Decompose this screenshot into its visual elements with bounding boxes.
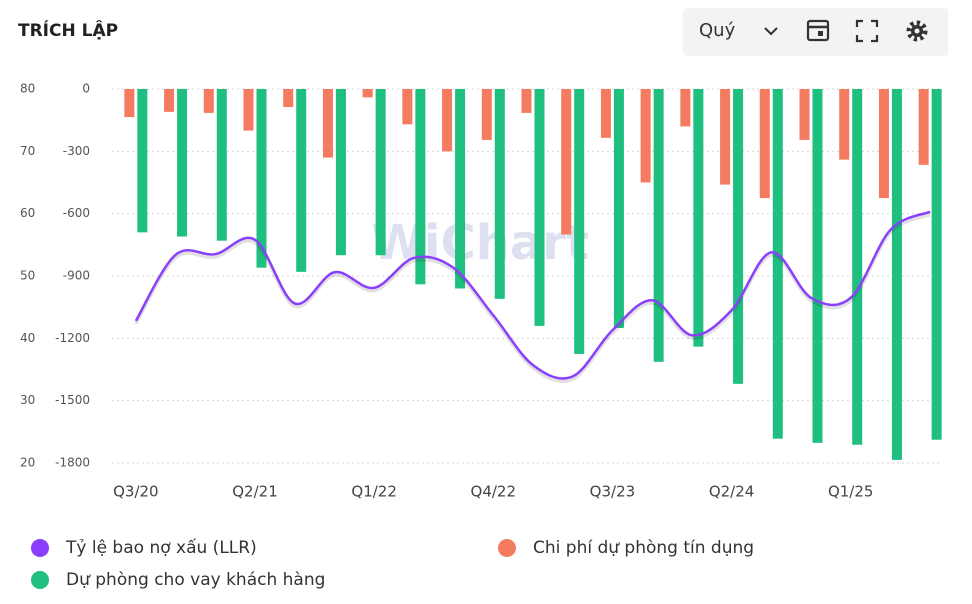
bar (852, 89, 863, 445)
bar (494, 89, 505, 299)
fullscreen-icon (855, 19, 879, 43)
bar (891, 89, 902, 460)
calendar-icon (806, 19, 830, 42)
x-tick-label: Q1/25 (828, 483, 874, 501)
bar (362, 89, 373, 98)
bar (653, 89, 664, 362)
gear-teeth (906, 20, 928, 42)
y2-tick-label: -300 (63, 144, 90, 158)
bar (574, 89, 585, 354)
bar (931, 89, 942, 440)
settings-button[interactable] (906, 20, 928, 42)
x-tick-label: Q3/20 (113, 483, 159, 501)
bar (335, 89, 346, 256)
toolbar (683, 8, 948, 56)
legend-label: Chi phí dự phòng tín dụng (533, 538, 754, 558)
bar (680, 89, 691, 127)
y-tick-label: 50 (20, 269, 35, 283)
chevron-icon (764, 27, 778, 36)
bar (799, 89, 810, 140)
legend-swatch (31, 571, 49, 589)
bar (415, 89, 426, 285)
fullscreen-button[interactable] (855, 19, 879, 43)
x-tick-label: Q1/22 (351, 483, 397, 501)
bar (442, 89, 453, 152)
bar (203, 89, 214, 113)
y-tick-label: 60 (20, 206, 35, 220)
bar (296, 89, 307, 272)
bar (402, 89, 413, 125)
y2-tick-label: -1200 (55, 331, 90, 345)
bar (918, 89, 929, 165)
bar (322, 89, 333, 158)
calendar-icon-day (818, 31, 823, 36)
widget-title: TRÍCH LẬP (18, 19, 118, 41)
bar (812, 89, 823, 443)
legend-label: Tỷ lệ bao nợ xấu (LLR) (65, 537, 257, 558)
bar (600, 89, 611, 138)
bar (720, 89, 731, 185)
bar (521, 89, 532, 113)
x-tick-label: Q3/23 (590, 483, 636, 501)
legend-label: Dự phòng cho vay khách hàng (66, 570, 325, 590)
bar (561, 89, 572, 235)
bar (839, 89, 850, 160)
y-tick-label: 70 (20, 144, 35, 158)
y-tick-label: 30 (20, 393, 35, 407)
bar (177, 89, 188, 237)
legend-item[interactable]: Tỷ lệ bao nợ xấu (LLR) (31, 537, 257, 558)
y-tick-label: 20 (20, 456, 35, 470)
bar (534, 89, 545, 326)
x-tick-label: Q2/21 (232, 483, 278, 501)
y-tick-label: 80 (20, 82, 35, 96)
bar (693, 89, 704, 347)
y2-tick-label: 0 (82, 82, 90, 96)
y2-tick-label: -600 (63, 206, 90, 220)
bar (256, 89, 267, 268)
bar (243, 89, 254, 131)
legend-item[interactable]: Chi phí dự phòng tín dụng (498, 538, 754, 558)
bar (878, 89, 889, 199)
bar (216, 89, 227, 241)
bar (759, 89, 770, 199)
y2-tick-label: -1800 (55, 456, 90, 470)
period-label: Quý (699, 20, 736, 41)
bar (283, 89, 294, 108)
bar (613, 89, 624, 328)
bar (124, 89, 135, 118)
calendar-button[interactable] (806, 19, 830, 42)
bar (772, 89, 783, 439)
bar (137, 89, 148, 233)
y2-tick-label: -1500 (55, 393, 90, 407)
bar (481, 89, 492, 140)
line (134, 210, 931, 380)
bar (164, 89, 175, 112)
y2-tick-label: -900 (63, 269, 90, 283)
bar (375, 89, 386, 256)
y-tick-label: 40 (20, 331, 35, 345)
bar (640, 89, 651, 183)
legend-item[interactable]: Dự phòng cho vay khách hàng (31, 570, 325, 590)
legend-swatch (31, 539, 49, 557)
legend-swatch (498, 539, 516, 557)
x-tick-label: Q4/22 (471, 483, 517, 501)
bar (455, 89, 466, 289)
line-shadow (134, 213, 931, 383)
x-tick-label: Q2/24 (709, 483, 755, 501)
gear-hole (914, 28, 920, 34)
period-dropdown[interactable]: Quý (699, 20, 778, 41)
bar (733, 89, 744, 384)
